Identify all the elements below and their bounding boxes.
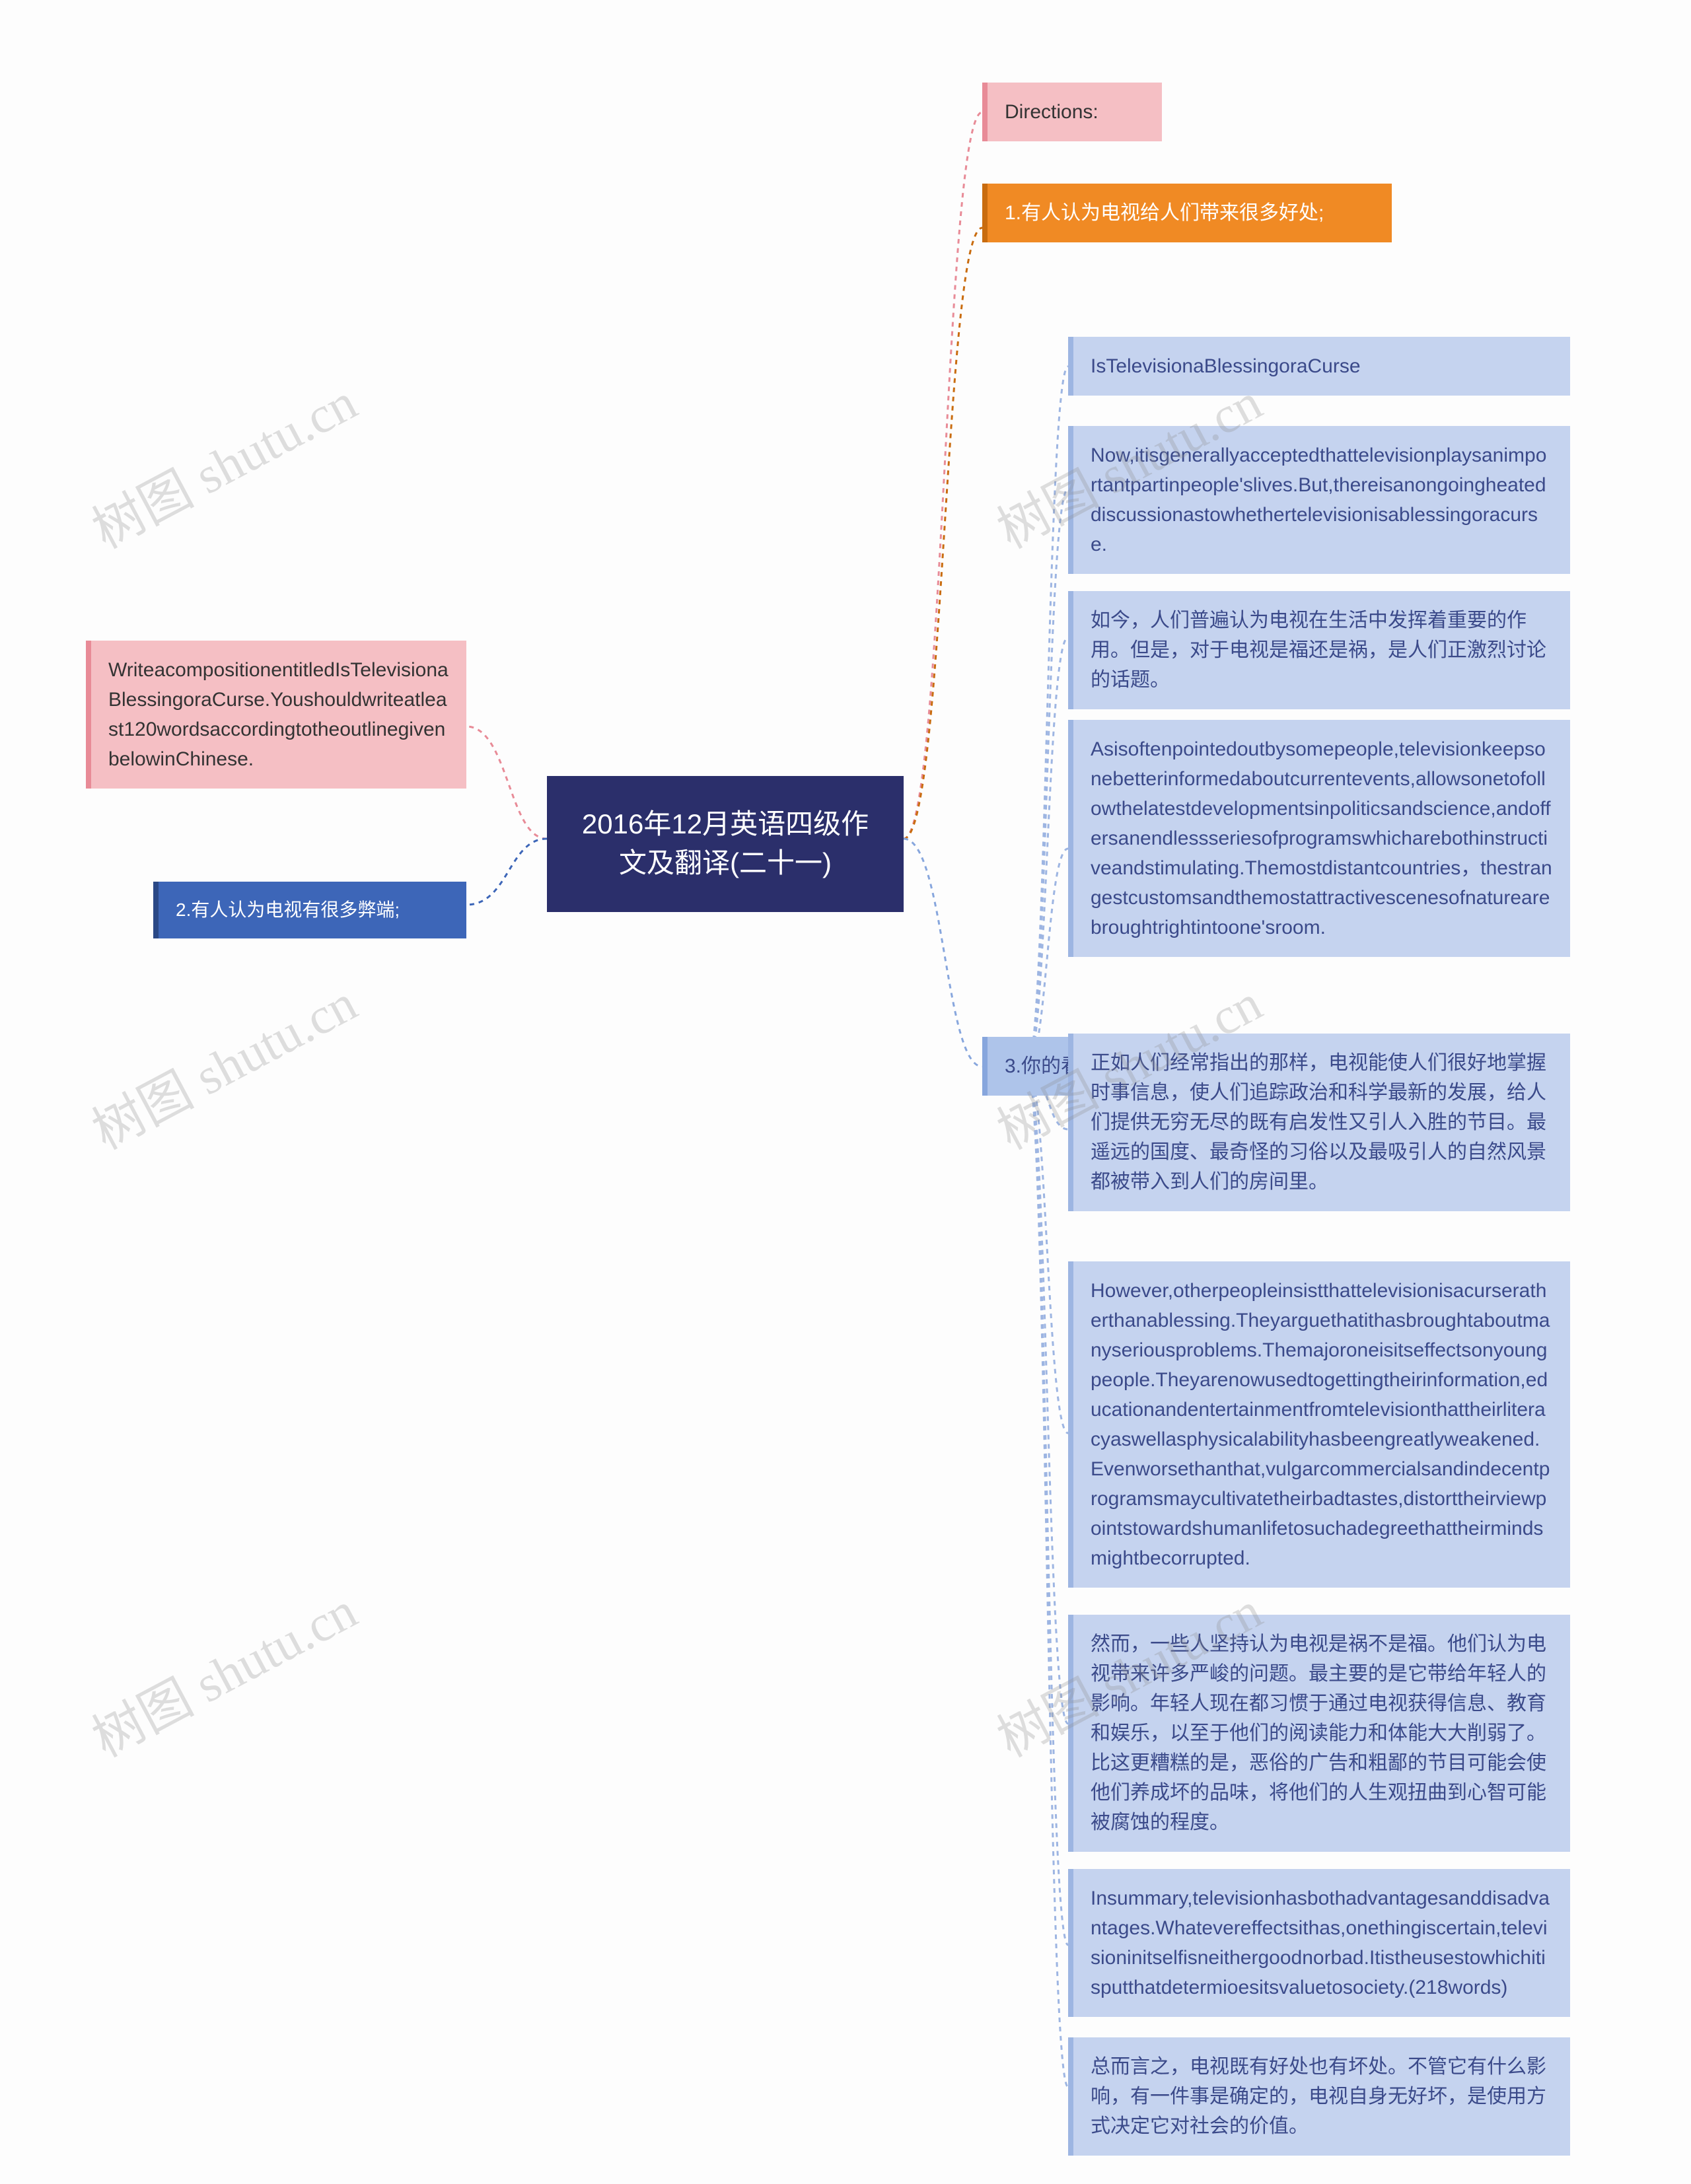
content-c6-node: However,otherpeopleinsistthattelevisioni…: [1068, 1261, 1570, 1588]
content-c1-node: IsTelevisionaBlessingoraCurse: [1068, 337, 1570, 396]
content-c9-text: 总而言之，电视既有好处也有坏处。不管它有什么影响，有一件事是确定的，电视自身无好…: [1091, 2056, 1546, 2137]
content-c5-text: 正如人们经常指出的那样，电视能使人们很好地掌握时事信息，使人们追踪政治和科学最新…: [1091, 1052, 1546, 1193]
right-point1-text: 1.有人认为电视给人们带来很多好处;: [1005, 202, 1324, 224]
left-point2-text: 2.有人认为电视有很多弊端;: [176, 899, 400, 920]
watermark: 树图 shutu.cn: [77, 963, 367, 1164]
content-c8-text: Insummary,televisionhasbothadvantagesand…: [1091, 1887, 1550, 1998]
content-c3-text: 如今，人们普遍认为电视在生活中发挥着重要的作用。但是，对于电视是福还是祸，是人们…: [1091, 610, 1546, 691]
content-c2-node: Now,itisgenerallyacceptedthattelevisionp…: [1068, 426, 1570, 574]
watermark: 树图 shutu.cn: [77, 362, 367, 563]
content-c5-node: 正如人们经常指出的那样，电视能使人们很好地掌握时事信息，使人们追踪政治和科学最新…: [1068, 1034, 1570, 1211]
right-point1-node: 1.有人认为电视给人们带来很多好处;: [982, 184, 1392, 242]
content-c2-text: Now,itisgenerallyacceptedthattelevisionp…: [1091, 444, 1546, 555]
content-c4-node: Asisoftenpointedoutbysomepeople,televisi…: [1068, 720, 1570, 957]
content-c7-text: 然而，一些人坚持认为电视是祸不是福。他们认为电视带来许多严峻的问题。最主要的是它…: [1091, 1633, 1546, 1833]
mindmap-canvas: 2016年12月英语四级作文及翻译(二十一) Writeacomposition…: [0, 0, 1691, 2184]
center-title: 2016年12月英语四级作文及翻译(二十一): [582, 808, 869, 878]
right-directions-label-text: Directions:: [1005, 101, 1098, 123]
watermark: 树图 shutu.cn: [77, 1570, 367, 1771]
content-c3-node: 如今，人们普遍认为电视在生活中发挥着重要的作用。但是，对于电视是福还是祸，是人们…: [1068, 591, 1570, 709]
left-directions-node: WriteacompositionentitledIsTelevisionaBl…: [86, 641, 466, 789]
content-c7-node: 然而，一些人坚持认为电视是祸不是福。他们认为电视带来许多严峻的问题。最主要的是它…: [1068, 1615, 1570, 1852]
left-directions-text: WriteacompositionentitledIsTelevisionaBl…: [108, 659, 449, 770]
center-node: 2016年12月英语四级作文及翻译(二十一): [547, 776, 904, 912]
right-directions-label-node: Directions:: [982, 83, 1162, 141]
content-c8-node: Insummary,televisionhasbothadvantagesand…: [1068, 1869, 1570, 2017]
content-c1-text: IsTelevisionaBlessingoraCurse: [1091, 355, 1361, 377]
content-c4-text: Asisoftenpointedoutbysomepeople,televisi…: [1091, 738, 1552, 938]
content-c9-node: 总而言之，电视既有好处也有坏处。不管它有什么影响，有一件事是确定的，电视自身无好…: [1068, 2037, 1570, 2156]
content-c6-text: However,otherpeopleinsistthattelevisioni…: [1091, 1280, 1550, 1569]
left-point2-node: 2.有人认为电视有很多弊端;: [153, 882, 466, 938]
